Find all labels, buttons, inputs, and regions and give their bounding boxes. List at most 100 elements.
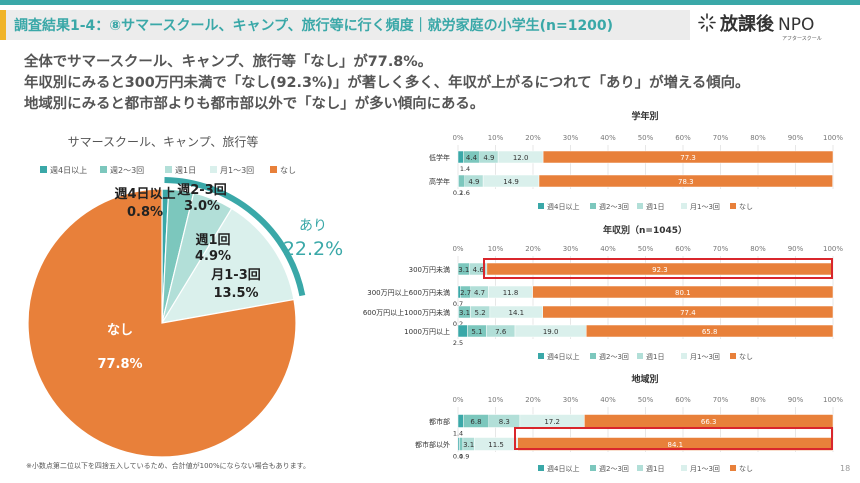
page-title: 調査結果1-4：⑧サマースクール、キャンプ、旅行等に行く頻度｜就労家庭の小学生(… <box>14 18 614 34</box>
bar-data-label: 78.3 <box>678 178 694 186</box>
pie-title: サマースクール、キャンプ、旅行等 <box>68 135 259 149</box>
pie-label-2to3-value: 3.0% <box>184 199 220 214</box>
bar-segment <box>538 174 833 188</box>
bar-legend-swatch <box>730 465 736 471</box>
tick-label: 60% <box>675 134 691 142</box>
bar-segment <box>542 305 834 319</box>
pie-label-1-name: 週1回 <box>195 233 230 248</box>
bar-data-label: 0.2 <box>453 320 463 328</box>
bar-legend-label: 月1〜3回 <box>690 353 720 361</box>
tick-label: 20% <box>525 134 541 142</box>
bar-legend-swatch <box>681 203 687 209</box>
bar-data-label: 19.0 <box>543 328 559 336</box>
bar-segment <box>457 324 468 338</box>
tick-label: 60% <box>675 396 691 404</box>
logo-npo: NPO <box>778 15 814 35</box>
bar-data-label: 6.8 <box>470 418 481 426</box>
bar-data-label: 17.2 <box>544 418 560 426</box>
bar-data-label: 2.7 <box>460 289 471 297</box>
bar-segment <box>486 262 834 276</box>
bar-data-label: 80.1 <box>675 289 691 297</box>
bar-legend-label: 週1日 <box>646 202 664 211</box>
top-accent-bar <box>0 0 860 5</box>
tick-label: 20% <box>525 245 541 253</box>
tick-label: 40% <box>600 134 616 142</box>
header-accent <box>0 10 6 40</box>
tick-label: 30% <box>563 396 579 404</box>
tick-label: 0% <box>452 396 463 404</box>
summary: 全体でサマースクール、キャンプ、旅行等「なし」が77.8%。 年収別にみると30… <box>24 52 749 115</box>
bar-data-label: 4.9 <box>483 154 494 162</box>
bar-legend-label: 週4日以上 <box>547 464 579 473</box>
pie-legend-swatch <box>100 166 107 173</box>
bar-legend-swatch <box>681 353 687 359</box>
bar-chart-title: 学年別 <box>631 110 658 122</box>
bar-segment <box>457 150 464 164</box>
bar-data-label: 1.6 <box>460 189 470 197</box>
bar-legend-label: なし <box>739 203 753 211</box>
aggregate-arc <box>164 177 306 297</box>
pie-legend-swatch <box>210 166 217 173</box>
bar-chart-2: 年収別（n=1045） 0% 10% 20% 30% 40% 50% 60% 70% 80% 90%… <box>363 224 844 361</box>
highlight-income-under-3m <box>483 258 833 279</box>
bar-data-label: 66.3 <box>701 418 717 426</box>
tick-label: 60% <box>675 245 691 253</box>
bar-legend-swatch <box>730 203 736 209</box>
bar-legend-swatch <box>637 465 643 471</box>
tick-label: 90% <box>788 245 804 253</box>
bar-segment <box>458 174 465 188</box>
bar-data-label: 0.4 <box>453 453 463 461</box>
logo: 放課後 NPO アフタースクール <box>698 13 822 42</box>
bar-data-label: 0.9 <box>459 453 469 461</box>
bar-data-label: 92.3 <box>652 266 668 274</box>
pie-label-monthly-name: 月1-3回 <box>210 268 261 283</box>
bar-segment <box>586 324 834 338</box>
bar-data-label: 77.4 <box>680 309 696 317</box>
bar-data-label: 65.8 <box>702 328 718 336</box>
bar-data-label: 77.3 <box>680 154 696 162</box>
tick-label: 40% <box>600 396 616 404</box>
summary-line-1: 全体でサマースクール、キャンプ、旅行等「なし」が77.8%。 <box>24 54 433 70</box>
bar-legend-label: 月1〜3回 <box>690 203 720 211</box>
page-number: 18 <box>840 464 851 473</box>
bar-segment <box>542 150 834 164</box>
bar-data-label: 4.4 <box>466 154 478 162</box>
bar-data-label: 8.3 <box>499 418 510 426</box>
bar-data-label: 12.0 <box>513 154 529 162</box>
pie-slice <box>160 207 295 324</box>
bar-data-label: 2.5 <box>453 339 463 347</box>
tick-label: 10% <box>488 134 504 142</box>
pie-label-4plus-name: 週4日以上 <box>114 187 175 202</box>
bar-legend-swatch <box>590 353 596 359</box>
tick-label: 80% <box>750 134 766 142</box>
bar-category-label: 300万円未満 <box>409 265 450 274</box>
bar-legend-label: 週2〜3回 <box>599 352 629 361</box>
pie-label-4plus-value: 0.8% <box>127 205 163 220</box>
bar-data-label: 14.9 <box>503 178 519 186</box>
tick-label: 0% <box>452 134 463 142</box>
bar-data-label: 7.6 <box>495 328 507 336</box>
pie-legend-label: なし <box>280 166 296 175</box>
tick-label: 90% <box>788 134 804 142</box>
tick-label: 100% <box>823 245 843 253</box>
bar-chart-title: 年収別（n=1045） <box>603 224 687 236</box>
pie-legend-label: 週1日 <box>175 166 196 175</box>
summary-line-2: 年収別にみると300万円未満で「なし(92.3%)」が著しく多く、年収が上がるに… <box>24 75 750 91</box>
bar-legend-swatch <box>637 353 643 359</box>
pie-label-monthly-value: 13.5% <box>213 286 258 301</box>
pie-label-1-value: 4.9% <box>195 249 231 264</box>
bar-category-label: 600万円以上1000万円未満 <box>363 308 450 317</box>
bar-legend-swatch <box>681 465 687 471</box>
bar-data-label: 3.1 <box>459 309 470 317</box>
pie-legend-label: 月1〜3回 <box>220 166 254 175</box>
bar-segment <box>532 285 834 299</box>
tick-label: 50% <box>638 134 654 142</box>
pie-slice <box>27 188 297 458</box>
bar-segment <box>457 414 464 428</box>
tick-label: 30% <box>563 134 579 142</box>
bar-data-label: 4.7 <box>474 289 485 297</box>
bar-data-label: 1.4 <box>453 430 463 438</box>
tick-label: 90% <box>788 396 804 404</box>
pie-legend-swatch <box>40 166 47 173</box>
